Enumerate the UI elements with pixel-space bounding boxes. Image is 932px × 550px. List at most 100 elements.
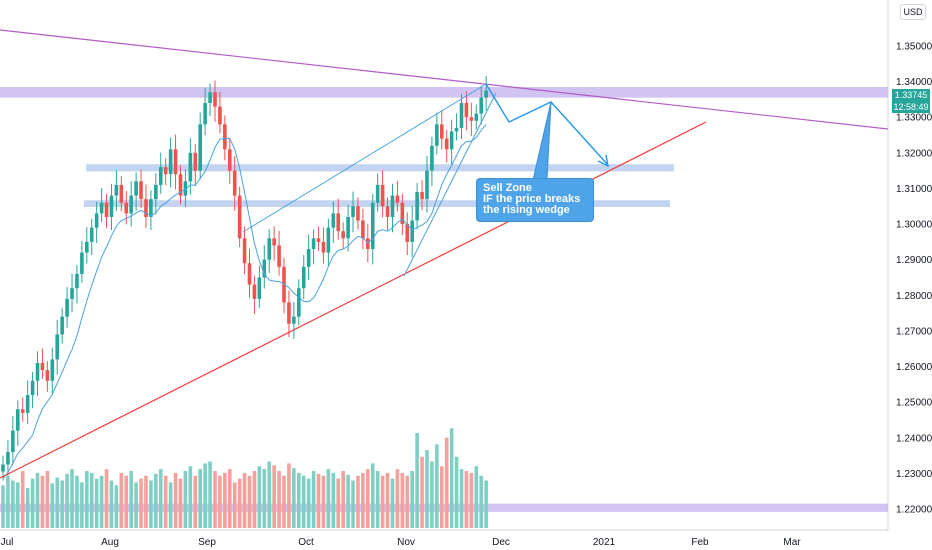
candle-body bbox=[287, 302, 291, 324]
volume-bar bbox=[20, 471, 25, 528]
volume-bar bbox=[341, 471, 345, 528]
y-tick-label: 1.33000 bbox=[896, 113, 932, 124]
y-tick-label: 1.24000 bbox=[896, 433, 932, 444]
candle-body bbox=[459, 102, 464, 128]
y-tick-label: 1.22000 bbox=[896, 505, 932, 516]
volume-bar bbox=[287, 463, 291, 528]
candle-body bbox=[306, 249, 311, 267]
candle-body bbox=[292, 316, 296, 324]
candle-body bbox=[375, 184, 380, 203]
volume-bar bbox=[30, 478, 35, 528]
volume-bar bbox=[119, 472, 124, 528]
candle-body bbox=[45, 370, 50, 381]
volume-bar bbox=[242, 472, 247, 528]
moving-average-line bbox=[2, 124, 487, 480]
candle-body bbox=[134, 181, 138, 196]
volume-bar bbox=[479, 475, 484, 528]
volume-bar bbox=[89, 472, 94, 528]
candle-body bbox=[6, 452, 10, 465]
volume-bar bbox=[75, 475, 79, 528]
volume-bar bbox=[356, 475, 360, 528]
candle-body bbox=[94, 213, 99, 228]
x-tick-label: Feb bbox=[691, 537, 709, 548]
candle-body bbox=[351, 206, 355, 217]
volume-bar bbox=[1, 485, 5, 528]
volume-bar bbox=[346, 474, 350, 528]
candle-body bbox=[415, 192, 419, 221]
volume-bar bbox=[390, 478, 395, 528]
volume-bar bbox=[430, 461, 434, 528]
candle-body bbox=[247, 263, 252, 285]
volume-bar bbox=[395, 469, 400, 528]
volume-bar bbox=[188, 466, 193, 528]
volume-bar bbox=[410, 471, 414, 528]
volume-bar bbox=[469, 472, 474, 528]
candle-body bbox=[237, 195, 242, 239]
x-tick-label: Mar bbox=[783, 537, 801, 548]
candle-body bbox=[208, 92, 212, 103]
volume-bar bbox=[464, 471, 469, 528]
volume-bar bbox=[297, 472, 301, 528]
volume-bar bbox=[193, 475, 198, 528]
candle-body bbox=[60, 316, 64, 335]
volume-bar bbox=[208, 461, 212, 528]
candle-body bbox=[242, 238, 247, 264]
volume-bar bbox=[65, 473, 69, 528]
candle-body bbox=[178, 174, 183, 196]
candle-body bbox=[420, 192, 424, 200]
x-tick-label: 2021 bbox=[593, 537, 616, 548]
volume-bar bbox=[326, 469, 331, 528]
volume-bar bbox=[400, 472, 405, 528]
volume-bar bbox=[15, 482, 20, 528]
resistance-zone bbox=[0, 86, 888, 98]
volume-bar bbox=[173, 472, 178, 528]
countdown-tag: 12:58:49 bbox=[892, 101, 930, 113]
volume-bar bbox=[45, 471, 50, 528]
candle-body bbox=[474, 113, 479, 121]
volume-bar bbox=[361, 472, 365, 528]
candle-body bbox=[1, 464, 5, 472]
volume-bar bbox=[109, 480, 114, 528]
y-tick-label: 1.35000 bbox=[896, 42, 932, 53]
volume-bar bbox=[316, 473, 321, 528]
candle-body bbox=[55, 334, 60, 360]
candle-body bbox=[400, 202, 405, 225]
candle-body bbox=[20, 409, 25, 413]
candle-body bbox=[218, 106, 222, 125]
volume-bar bbox=[99, 475, 104, 528]
candle-body bbox=[50, 359, 55, 381]
candle-body bbox=[99, 202, 104, 214]
sell-zone-annotation: Sell Zone IF the price breaks the rising… bbox=[476, 178, 594, 222]
candle-body bbox=[257, 277, 262, 299]
candle-body bbox=[267, 238, 272, 260]
volume-bar bbox=[134, 482, 138, 528]
candle-body bbox=[114, 184, 119, 196]
volume-bar bbox=[94, 478, 99, 528]
currency-label[interactable]: USD bbox=[900, 4, 926, 20]
candle-body bbox=[144, 199, 148, 217]
candle-body bbox=[188, 152, 193, 182]
volume-bar bbox=[439, 466, 444, 528]
x-tick-label: Oct bbox=[298, 537, 314, 548]
y-tick-label: 1.25000 bbox=[896, 398, 932, 409]
volume-bar bbox=[375, 471, 380, 528]
volume-bar bbox=[474, 466, 479, 528]
candle-body bbox=[104, 202, 109, 217]
supply-zone-lower bbox=[84, 200, 670, 207]
y-tick-label: 1.32000 bbox=[896, 148, 932, 159]
candle-body bbox=[326, 227, 331, 253]
y-tick-label: 1.27000 bbox=[896, 326, 932, 337]
volume-bar bbox=[50, 483, 55, 528]
x-tick-label: Nov bbox=[397, 537, 415, 548]
candle-body bbox=[15, 409, 20, 431]
volume-bar bbox=[277, 471, 281, 528]
candle-body bbox=[163, 167, 168, 175]
annotation-line-3: the rising wedge bbox=[483, 204, 570, 216]
candle-body bbox=[435, 124, 439, 146]
volume-bar bbox=[459, 469, 464, 528]
candle-body bbox=[405, 224, 410, 242]
candle-body bbox=[203, 102, 207, 125]
volume-bar bbox=[11, 480, 15, 528]
candle-body bbox=[80, 252, 84, 274]
